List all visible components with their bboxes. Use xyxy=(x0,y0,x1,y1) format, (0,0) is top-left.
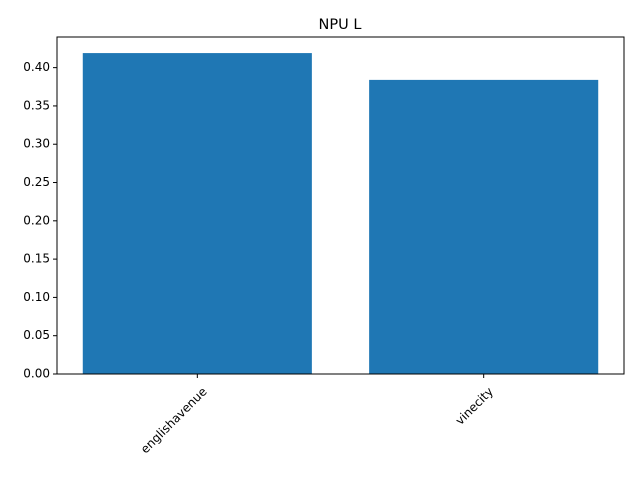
y-tick-label: 0.20 xyxy=(23,213,50,227)
y-tick-label: 0.10 xyxy=(23,290,50,304)
y-tick-label: 0.05 xyxy=(23,328,50,342)
y-tick-label: 0.30 xyxy=(23,137,50,151)
bar-englishavenue xyxy=(82,53,312,374)
y-tick-label: 0.25 xyxy=(23,175,50,189)
y-tick-label: 0.40 xyxy=(23,60,50,74)
bars-group xyxy=(82,53,599,375)
y-tick-label: 0.00 xyxy=(23,367,50,381)
plot-area: 0.000.050.100.150.200.250.300.350.40 eng… xyxy=(23,36,625,456)
y-tick-label: 0.35 xyxy=(23,98,50,112)
chart-title: NPU L xyxy=(319,17,362,33)
axes-frame xyxy=(56,36,625,375)
bar-vinecity xyxy=(369,79,599,375)
y-tick-label: 0.15 xyxy=(23,252,50,266)
y-axis: 0.00 0.05 0.10 0.15 0.20 0.25 0.30 0.35 0.40 xyxy=(23,60,57,381)
